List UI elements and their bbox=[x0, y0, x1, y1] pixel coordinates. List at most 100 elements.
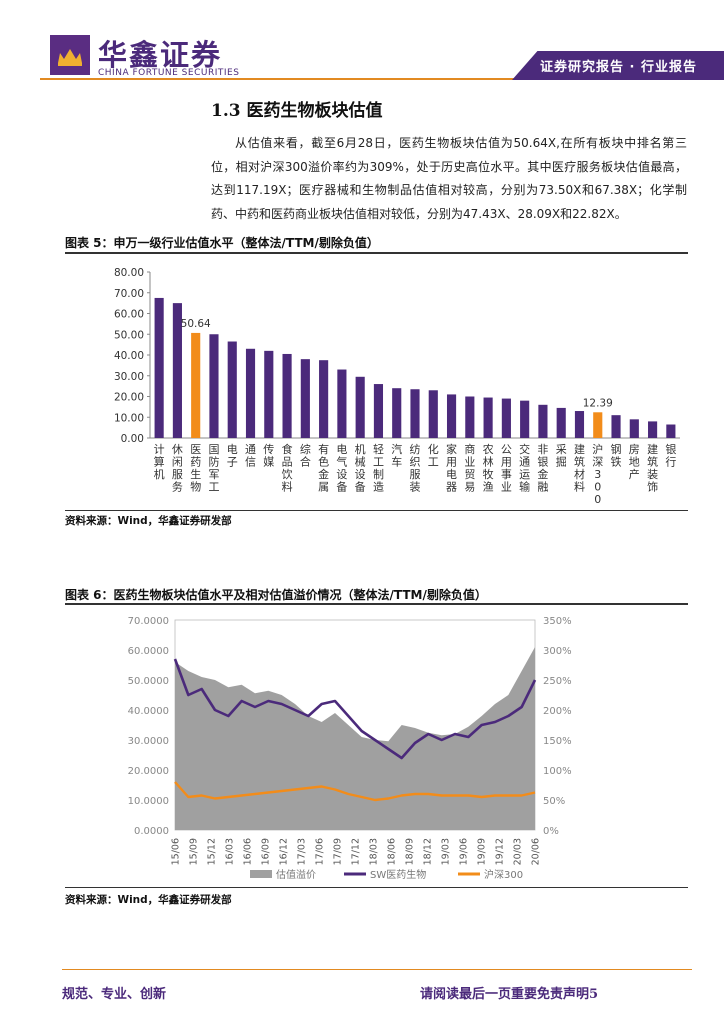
bar bbox=[556, 407, 566, 438]
x-tick-label: 备 bbox=[336, 480, 347, 494]
bar bbox=[629, 419, 639, 438]
x-tick-label: 17/06 bbox=[314, 838, 325, 865]
x-tick-label: 金 bbox=[318, 467, 329, 481]
figure6-top-rule bbox=[65, 603, 688, 605]
header-divider bbox=[40, 78, 524, 80]
x-tick-label: 19/03 bbox=[440, 838, 451, 865]
x-tick-label: 17/12 bbox=[350, 838, 361, 865]
y-left-tick-label: 20.0000 bbox=[128, 766, 169, 777]
x-tick-label: 饰 bbox=[647, 480, 658, 494]
bar bbox=[172, 303, 182, 438]
x-tick-label: 饮 bbox=[282, 468, 293, 481]
x-tick-label: 事 bbox=[501, 468, 512, 481]
y-tick-label: 70.00 bbox=[114, 288, 144, 300]
bar bbox=[410, 389, 420, 438]
figure5-title: 图表 5：申万一级行业估值水平（整体法/TTM/剔除负值） bbox=[65, 236, 379, 250]
data-label: 12.39 bbox=[583, 397, 613, 409]
series-area bbox=[175, 647, 535, 830]
x-tick-label: 深 bbox=[592, 456, 603, 469]
x-tick-label: 建 bbox=[574, 442, 585, 456]
footer-divider bbox=[62, 969, 692, 970]
x-tick-label: 织 bbox=[410, 456, 421, 469]
bar bbox=[300, 359, 310, 438]
x-tick-label: 设 bbox=[355, 468, 366, 481]
y-right-tick-label: 100% bbox=[543, 766, 572, 777]
bar bbox=[483, 397, 493, 438]
pharma-valuation-line-chart: 0.0000 10.0000 20.0000 30.0000 40.0000 50.000… bbox=[128, 616, 572, 881]
section-title: 1.3 医药生物板块估值 bbox=[211, 101, 383, 121]
x-tick-label: 公 bbox=[501, 443, 512, 456]
y-left-tick-label: 40.0000 bbox=[128, 706, 169, 717]
figure6-source: 资料来源：Wind，华鑫证券研发部 bbox=[65, 894, 232, 906]
x-tick-label: 食 bbox=[282, 442, 293, 456]
x-tick-label: 媒 bbox=[263, 456, 274, 469]
x-tick-label: 传 bbox=[263, 443, 274, 456]
x-tick-label: 电 bbox=[336, 443, 347, 456]
x-tick-label: 金 bbox=[537, 467, 548, 481]
industry-valuation-bar-chart: 0.00 10.00 20.00 30.00 40.00 50.00 60.00 70.00 8… bbox=[114, 267, 680, 506]
brand-name-en: CHINA FORTUNE SECURITIES bbox=[98, 68, 240, 78]
data-label: 50.64 bbox=[181, 318, 211, 330]
y-tick-label: 80.00 bbox=[114, 267, 144, 279]
bar bbox=[337, 369, 347, 438]
x-tick-label: 轻 bbox=[373, 442, 384, 456]
bar bbox=[392, 388, 402, 438]
figure5-bottom-rule bbox=[65, 510, 688, 511]
x-tick-label: 铁 bbox=[611, 456, 622, 469]
legend-swatch bbox=[250, 870, 272, 878]
bar bbox=[648, 421, 658, 438]
x-tick-label: 0 bbox=[594, 481, 601, 494]
x-tick-label: 通 bbox=[245, 443, 256, 456]
x-tick-label: 有 bbox=[318, 442, 329, 456]
x-tick-label: 19/12 bbox=[494, 838, 505, 865]
x-tick-label: 19/06 bbox=[458, 838, 469, 865]
x-tick-label: 器 bbox=[446, 481, 457, 494]
x-tick-label: 子 bbox=[227, 456, 238, 469]
x-tick-label: 服 bbox=[410, 468, 421, 481]
figure5-source: 资料来源：Wind，华鑫证券研发部 bbox=[65, 515, 232, 527]
x-tick-label: 造 bbox=[373, 480, 384, 494]
bar bbox=[574, 411, 585, 438]
x-tick-label: 工 bbox=[373, 456, 384, 469]
bar bbox=[191, 332, 201, 438]
x-tick-label: 机 bbox=[355, 442, 366, 456]
x-tick-label: 16/12 bbox=[278, 838, 289, 865]
x-tick-label: 军 bbox=[208, 468, 219, 481]
x-tick-label: 融 bbox=[537, 481, 548, 494]
bar bbox=[154, 297, 164, 438]
x-tick-label: 电 bbox=[227, 443, 238, 456]
series-line bbox=[173, 658, 537, 760]
y-right-tick-label: 300% bbox=[543, 646, 572, 657]
x-tick-label: 15/06 bbox=[170, 838, 181, 865]
x-tick-label: 备 bbox=[355, 480, 366, 494]
x-tick-label: 产 bbox=[629, 467, 640, 481]
y-left-tick-label: 30.0000 bbox=[128, 736, 169, 747]
bar bbox=[501, 398, 511, 438]
y-left-tick-label: 0.0000 bbox=[134, 826, 169, 837]
bar bbox=[227, 341, 237, 438]
x-tick-label: 渔 bbox=[483, 481, 494, 494]
x-tick-label: 色 bbox=[318, 455, 329, 469]
x-tick-label: 筑 bbox=[574, 455, 585, 469]
figure6-title: 图表 6：医药生物板块估值水平及相对估值溢价情况（整体法/TTM/剔除负值） bbox=[65, 588, 487, 602]
y-tick-label: 0.00 bbox=[121, 433, 144, 445]
legend-label: 估值溢价 bbox=[276, 868, 316, 881]
x-tick-label: 筑 bbox=[647, 455, 658, 469]
bar bbox=[355, 376, 365, 438]
x-tick-label: 工 bbox=[428, 456, 439, 469]
bar bbox=[245, 348, 256, 438]
x-tick-label: 沪 bbox=[592, 442, 603, 456]
x-tick-label: 料 bbox=[574, 480, 585, 494]
x-tick-label: 装 bbox=[410, 481, 421, 494]
x-tick-label: 休 bbox=[172, 443, 183, 456]
x-tick-label: 业 bbox=[464, 456, 475, 469]
y-tick-label: 60.00 bbox=[114, 309, 144, 321]
x-tick-label: 18/06 bbox=[386, 838, 397, 865]
x-tick-label: 商 bbox=[464, 442, 475, 456]
x-tick-label: 电 bbox=[446, 468, 457, 481]
x-tick-label: 采 bbox=[556, 443, 567, 456]
y-left-tick-label: 60.0000 bbox=[128, 646, 169, 657]
footer-slogan: 规范、专业、创新 bbox=[62, 987, 167, 1002]
x-tick-label: 18/09 bbox=[404, 838, 415, 865]
bar bbox=[538, 404, 548, 438]
